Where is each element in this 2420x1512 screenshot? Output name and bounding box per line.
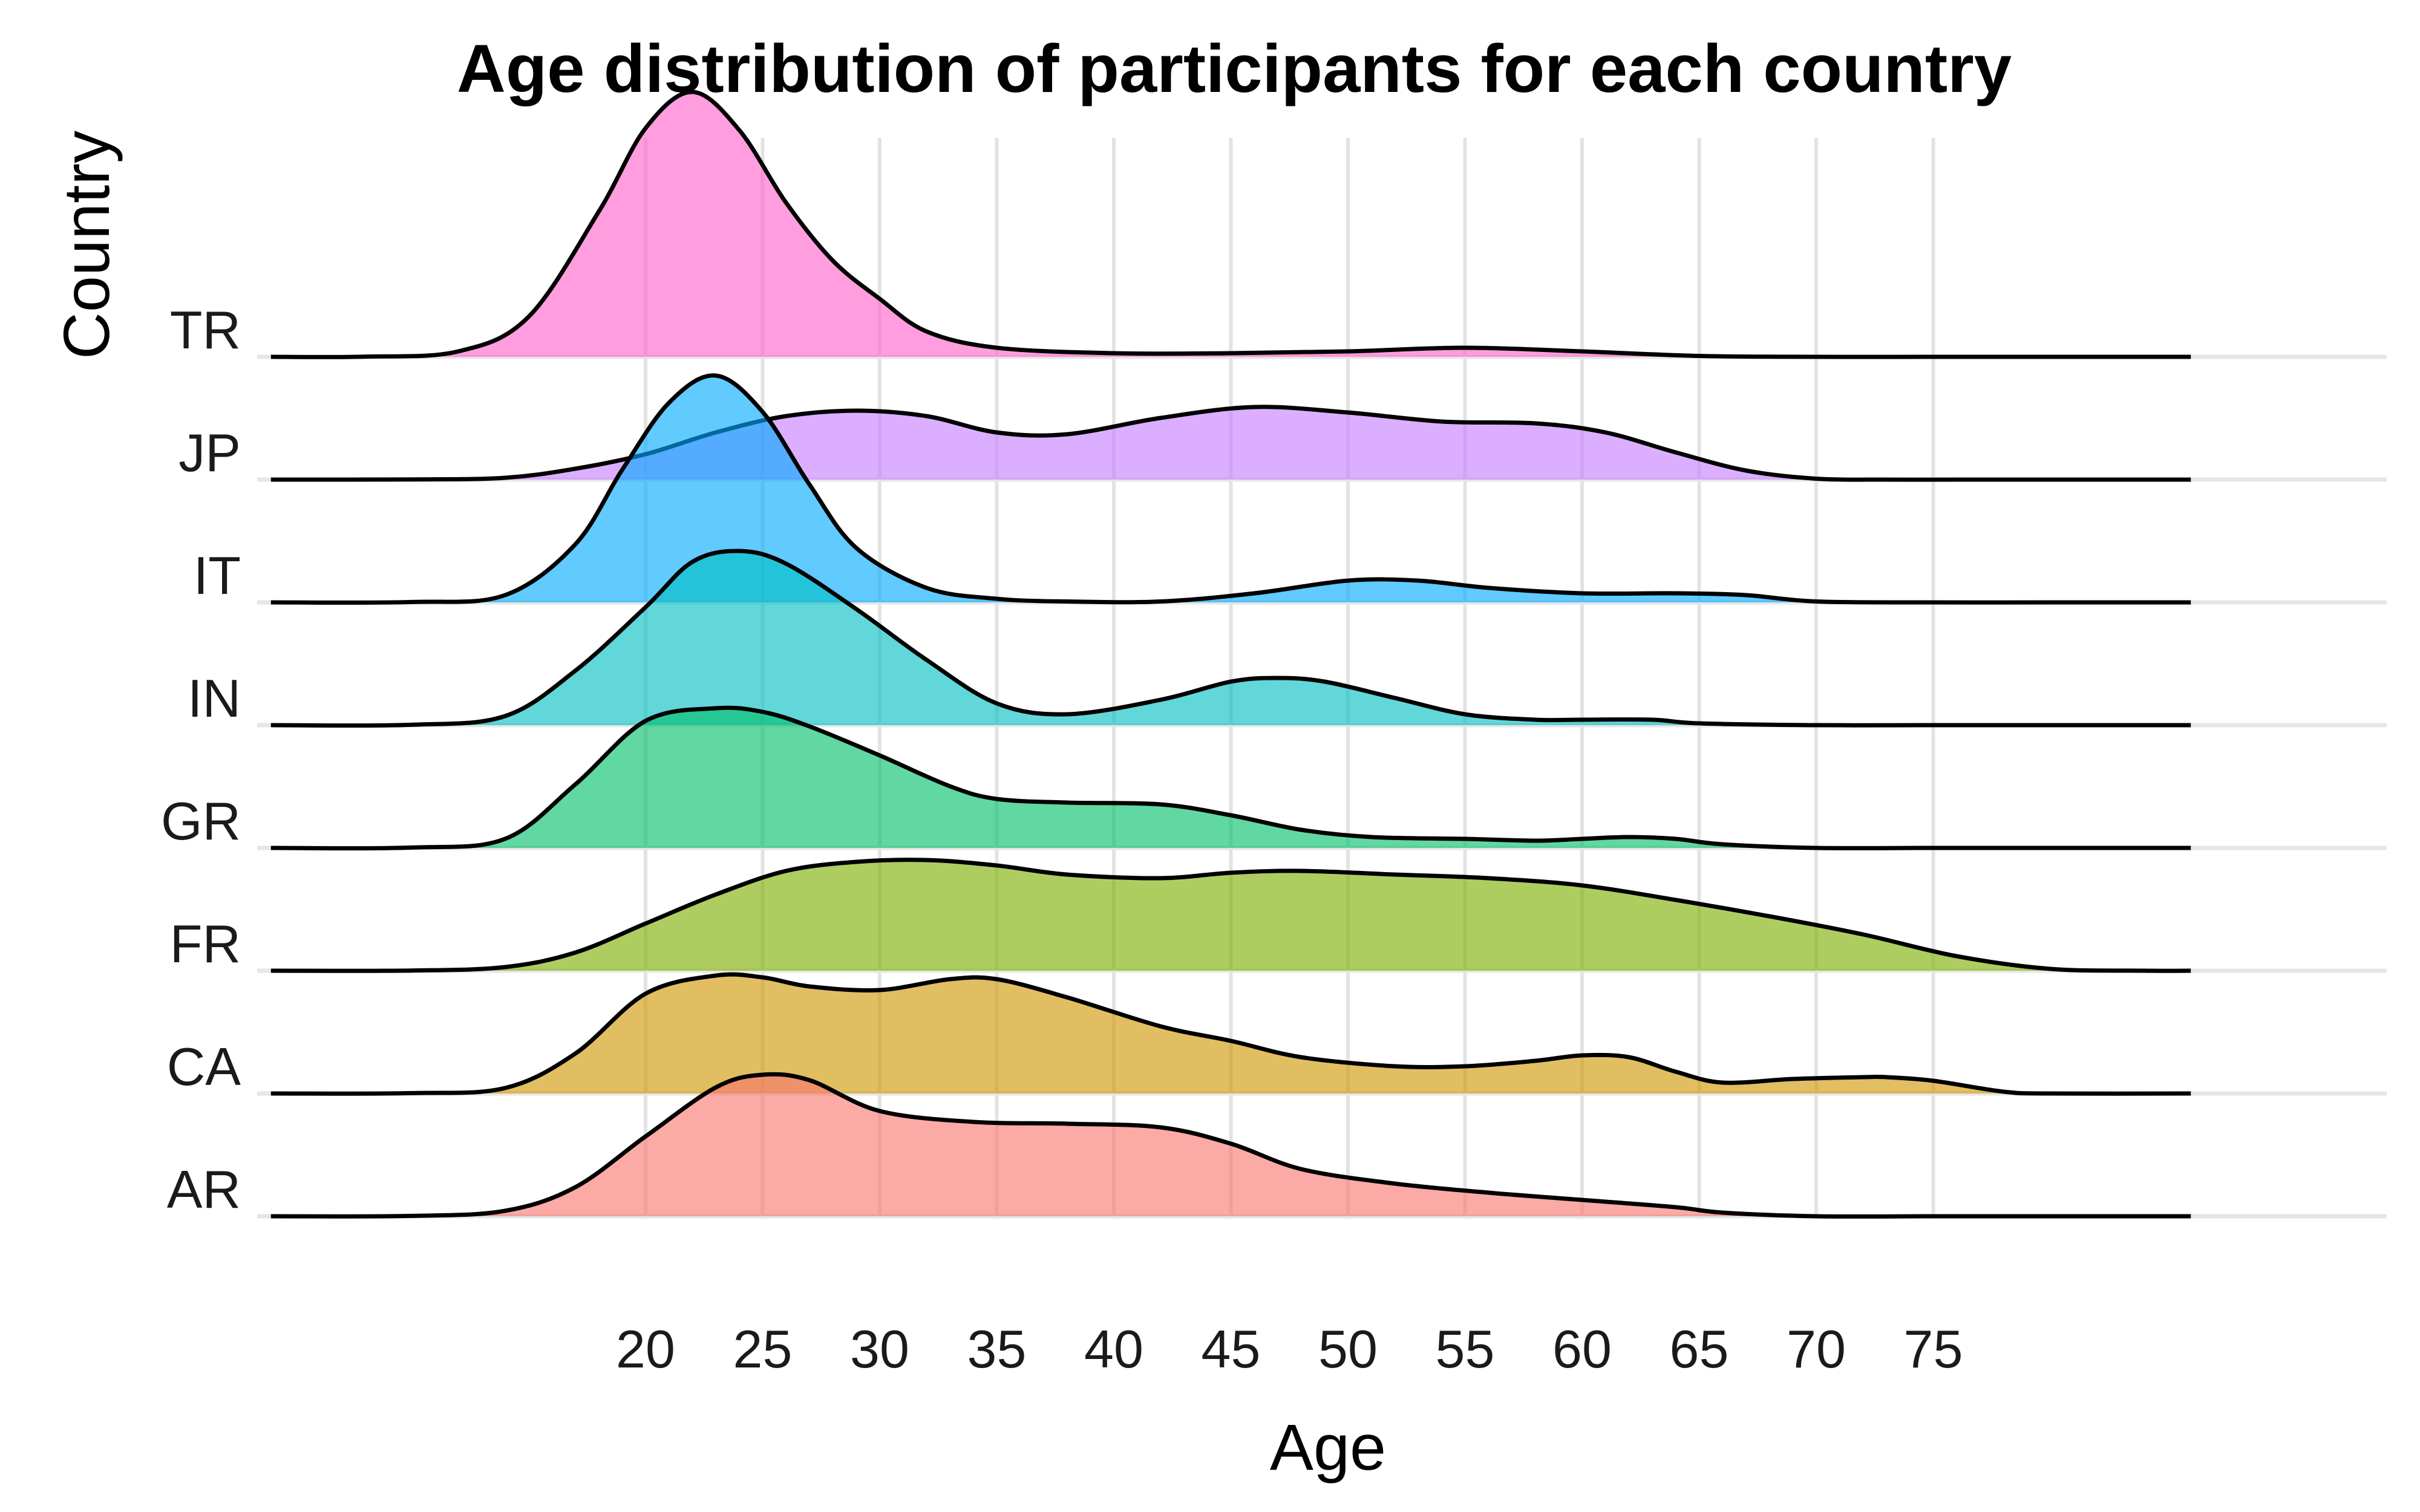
country-label-fr: FR xyxy=(170,914,241,974)
ridge-outline-fr xyxy=(270,858,2191,973)
ridge-in xyxy=(270,549,2191,728)
ridge-area-tr xyxy=(270,91,2191,357)
country-label-in: IN xyxy=(188,668,241,728)
x-tick-labels: 20 25 30 35 40 45 50 55 60 65 70 75 xyxy=(616,1319,1963,1379)
ridge-area-fr xyxy=(270,859,2191,971)
x-tick-label: 35 xyxy=(967,1319,1027,1379)
ridge-gr xyxy=(270,705,2191,851)
country-label-tr: TR xyxy=(170,300,241,360)
ridge-outline-it xyxy=(270,373,2191,605)
country-labels: TR JP IT IN GR FR CA AR xyxy=(161,300,241,1219)
x-tick-label: 25 xyxy=(733,1319,793,1379)
ridge-outline-tr xyxy=(270,90,2191,359)
x-tick-label: 60 xyxy=(1552,1319,1612,1379)
x-tick-label: 65 xyxy=(1670,1319,1729,1379)
country-label-ca: CA xyxy=(167,1037,241,1097)
ridge-outline-gr xyxy=(270,705,2191,851)
x-tick-label: 50 xyxy=(1318,1319,1378,1379)
ridge-ca xyxy=(270,972,2191,1096)
x-tick-label: 40 xyxy=(1084,1319,1143,1379)
ridge-it xyxy=(270,373,2191,605)
x-axis-label: Age xyxy=(1270,1410,1386,1484)
x-tick-label: 55 xyxy=(1436,1319,1495,1379)
ridge-tr xyxy=(270,90,2191,359)
ridge-outline-in xyxy=(270,549,2191,728)
x-tick-label: 20 xyxy=(616,1319,675,1379)
ridge-area-gr xyxy=(270,708,2191,849)
x-tick-label: 70 xyxy=(1787,1319,1846,1379)
x-tick-label: 45 xyxy=(1202,1319,1261,1379)
ridge-outline-ca xyxy=(270,972,2191,1096)
ridge-outline-ar xyxy=(270,1072,2191,1219)
x-tick-label: 75 xyxy=(1904,1319,1963,1379)
country-label-jp: JP xyxy=(178,423,241,483)
ridge-ar xyxy=(270,1072,2191,1219)
country-label-ar: AR xyxy=(167,1159,241,1219)
ridge-outline-jp xyxy=(270,405,2191,482)
x-tick-label: 30 xyxy=(850,1319,909,1379)
ridge-area-it xyxy=(270,375,2191,603)
ridge-area-in xyxy=(270,550,2191,726)
chart-title: Age distribution of participants for eac… xyxy=(457,31,2012,106)
ridge-fr xyxy=(270,858,2191,973)
ridge-area-ca xyxy=(270,974,2191,1094)
country-label-it: IT xyxy=(194,546,241,605)
y-axis-label: Country xyxy=(50,131,123,359)
country-label-gr: GR xyxy=(161,791,241,851)
ridges xyxy=(270,90,2191,1219)
